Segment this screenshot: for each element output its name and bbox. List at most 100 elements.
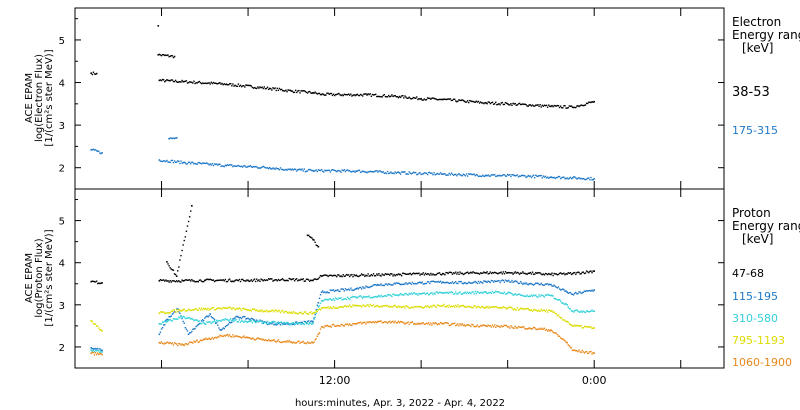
electron-series-0-point-120 [263,86,265,88]
proton-series-4-point-340 [514,325,516,328]
electron-series-1-point-129 [277,167,280,170]
proton-series-0-point-249 [378,272,380,275]
proton-series-0-point-445 [590,270,592,272]
proton-series-2-point-408 [588,311,590,313]
proton-series-4-point-97 [251,337,254,339]
proton-series-1-point-250 [417,282,419,284]
proton-series-4-point-313 [485,325,487,327]
electron-series-1-point-296 [458,173,460,175]
proton-series-1-point-347 [522,283,524,285]
proton-series-3-point-332 [505,308,508,310]
proton-series-2-point-156 [315,312,317,314]
electron-series-1-point-161 [312,169,314,172]
proton-series-3-point-256 [423,306,426,309]
proton-series-2-point-288 [458,291,460,294]
electron-series-1-point-38 [179,162,181,165]
proton-series-0-point-352 [489,271,492,273]
proton-series-1-point-313 [485,280,487,283]
electron-series-0-point-372 [536,104,538,106]
electron-series-1-point-364 [531,175,534,177]
electron-series-0-point-291 [448,98,450,100]
electron-series-1-point-145 [294,168,297,171]
proton-series-2-point-393 [571,310,574,312]
electron-series-0-point-395 [561,106,563,109]
proton-series-0-point-177 [300,278,302,280]
electron-series-1-point-419 [591,179,593,181]
electron-series-1-point-262 [421,173,423,175]
proton-series-0-point-384 [524,272,526,275]
electron-series-1-point-175 [327,169,329,172]
proton-series-0-point-293 [425,273,428,276]
proton-series-2-point-118 [274,321,276,323]
proton-series-3-point-195 [357,304,360,307]
proton-series-3-point-26 [174,311,177,313]
proton-series-0-point-399 [540,273,542,275]
proton-series-2-point-105 [260,320,262,322]
proton-series-3-point-321 [493,306,496,308]
electron-series-1-point-322 [486,175,488,177]
proton-series-3-point-356 [531,310,534,312]
electron-series-0-point-205 [355,94,358,96]
proton-series-2-point-210 [373,296,376,298]
proton-series-0-point-275 [406,273,408,275]
electron-series-1-point-157 [307,168,310,171]
proton-series-4-point-150 [309,342,311,344]
proton-series-3-point-179 [340,305,342,308]
electron-series-0-point-379 [543,104,546,106]
proton-series-3-point-82 [235,308,237,310]
proton-series-3-point-371 [548,309,550,311]
proton-series-2-point-95 [249,320,251,323]
electron-series-0-point-87 [227,84,230,86]
proton-series-1-point-55 [206,315,208,317]
proton-series-1-point-388 [566,291,568,293]
electron-series-0-point-373 [537,104,539,106]
proton-series-0-point-149 [270,278,272,280]
proton-series-3-point-282 [451,305,454,308]
electron-series-1-point-174 [326,169,328,172]
proton-series-4-point-398 [577,350,579,353]
electron-series-1-point-27 [167,161,169,163]
proton-series-3-point-394 [572,325,575,327]
proton-series-1-point-356 [531,283,534,286]
proton-series-2-point-203 [366,296,368,298]
proton-series-1-point-228 [393,282,395,285]
proton-series-1-point-130 [287,323,289,326]
proton-series-3-point-397 [576,324,578,327]
proton-series-3-point-134 [291,312,294,315]
proton-series-3-point-94 [248,309,250,312]
electron-series-1-point-234 [391,172,393,174]
electron-series-0-point-220 [371,93,374,96]
electron-series-1-point-1 [91,149,94,151]
electron-series-0-point-123 [266,86,269,88]
proton-series-4-point-178 [339,325,341,327]
proton-series-4-point-72 [224,335,227,337]
proton-series-2-point-340 [514,293,516,295]
electron-series-1-point-381 [550,176,552,178]
proton-series-2-point-199 [362,297,364,299]
electron-series-1-point-185 [338,170,340,172]
electron-series-1-point-116 [263,166,265,168]
proton-series-3-point-235 [400,306,403,309]
electron-series-1-point-176 [328,169,330,172]
proton-series-2-point-358 [534,294,536,297]
electron-series-0-point-244 [397,96,400,99]
proton-series-0-point-377 [516,271,519,274]
proton-series-0-point-364 [502,271,505,273]
electron-series-1-point-346 [512,174,514,176]
proton-series-2-point-49 [199,322,202,324]
electron-series-0-point-149 [294,89,297,92]
proton-series-2-point-258 [425,292,428,295]
electron-series-1-point-374 [542,175,545,177]
proton-series-1-point-314 [486,281,488,284]
proton-series-2-point-373 [550,294,552,297]
proton-series-2-point-182 [343,298,346,300]
electron-series-0-point-145 [290,90,293,92]
proton-series-4-point-184 [345,323,348,325]
proton-series-0-point-357 [495,272,497,274]
proton-series-2-point-29 [178,316,180,318]
proton-series-4-point-138 [296,341,298,344]
proton-series-2-point-292 [462,292,465,295]
electron-series-1-point-204 [358,169,361,172]
proton-series-3-point-287 [457,304,459,306]
proton-series-1-point-176 [337,289,339,291]
